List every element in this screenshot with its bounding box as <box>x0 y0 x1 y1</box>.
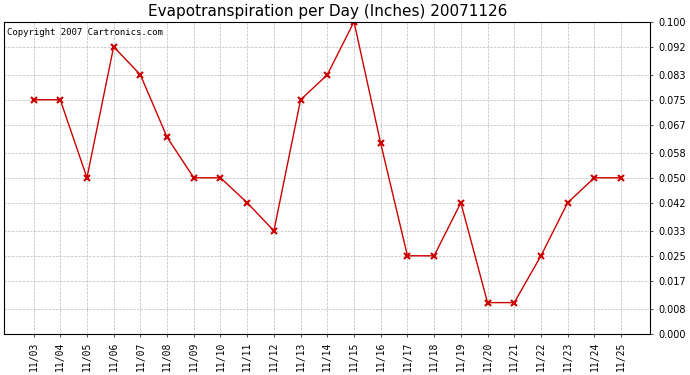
Title: Evapotranspiration per Day (Inches) 20071126: Evapotranspiration per Day (Inches) 2007… <box>148 4 507 19</box>
Text: Copyright 2007 Cartronics.com: Copyright 2007 Cartronics.com <box>8 28 164 37</box>
